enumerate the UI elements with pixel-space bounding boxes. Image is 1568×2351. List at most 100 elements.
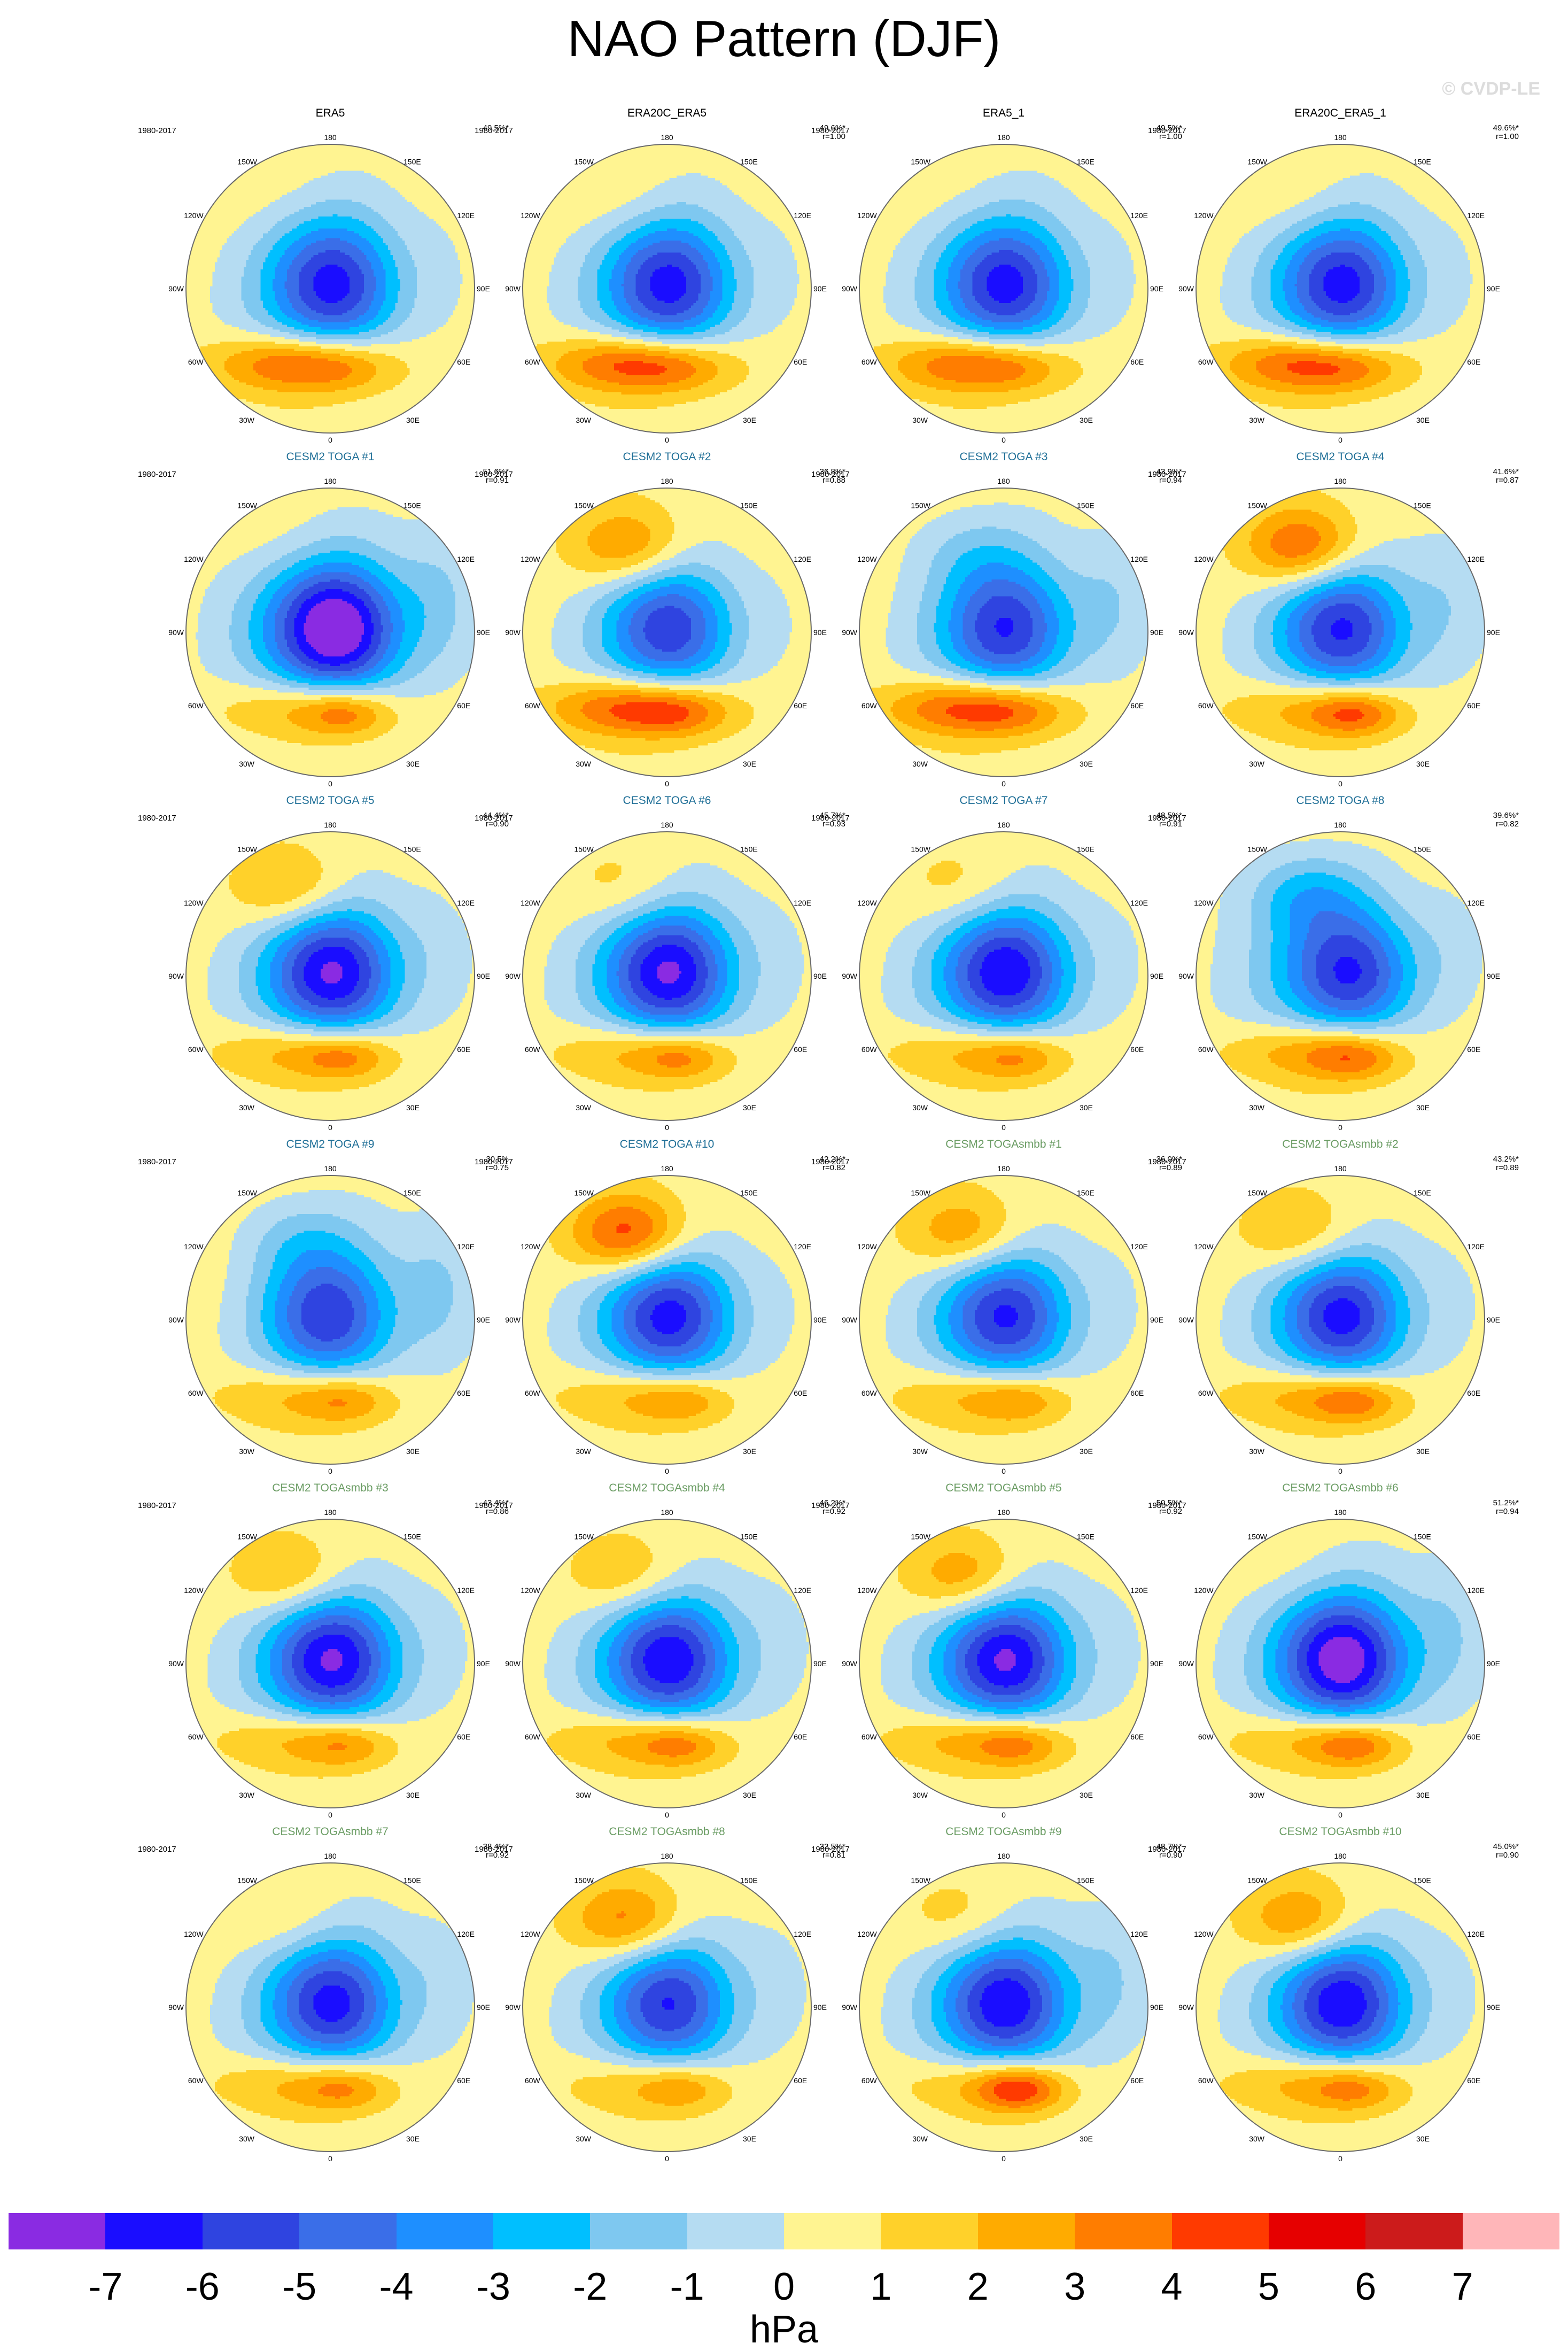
longitude-label: 120E <box>1467 899 1485 907</box>
colorbar-tick: 4 <box>1140 2265 1204 2308</box>
longitude-label: 120W <box>184 1930 204 1938</box>
longitude-label: 180 <box>324 1164 337 1173</box>
longitude-label: 90E <box>1487 2003 1500 2012</box>
colorbar-tick: 5 <box>1237 2265 1301 2308</box>
longitude-label: 150E <box>403 501 421 510</box>
slp-anomaly-field <box>859 144 1148 434</box>
longitude-label: 30W <box>1249 1447 1265 1456</box>
longitude-label: 30E <box>1080 1791 1093 1799</box>
longitude-label: 30W <box>239 416 255 424</box>
longitude-label: 120E <box>794 211 811 220</box>
longitude-label: 30E <box>1416 760 1430 768</box>
slp-anomaly-field <box>859 832 1148 1121</box>
longitude-label: 30W <box>912 760 928 768</box>
longitude-label: 0 <box>1338 1467 1342 1475</box>
colorbar-tick: -2 <box>558 2265 622 2308</box>
longitude-label: 150W <box>911 158 930 166</box>
longitude-label: 150E <box>1414 501 1431 510</box>
longitude-label: 60W <box>188 2076 204 2085</box>
colorbar-swatch <box>1172 2213 1269 2249</box>
longitude-label: 30W <box>576 2135 592 2143</box>
longitude-label: 90W <box>505 1659 521 1668</box>
longitude-label: 30W <box>239 2135 255 2143</box>
longitude-label: 30W <box>239 1447 255 1456</box>
longitude-label: 0 <box>1002 1811 1006 1819</box>
longitude-label: 60E <box>794 1733 807 1741</box>
longitude-label: 60E <box>794 701 807 710</box>
longitude-label: 60W <box>188 1389 204 1397</box>
longitude-label: 150E <box>403 1189 421 1197</box>
slp-anomaly-field <box>1196 1519 1485 1808</box>
longitude-label: 150W <box>574 1533 594 1541</box>
slp-anomaly-field <box>523 832 812 1121</box>
longitude-label: 0 <box>328 1467 332 1475</box>
slp-anomaly-field <box>186 1519 475 1808</box>
longitude-label: 30E <box>406 1103 420 1112</box>
longitude-label: 120W <box>1194 555 1214 563</box>
longitude-label: 60W <box>525 701 541 710</box>
longitude-label: 0 <box>665 2154 669 2163</box>
longitude-label: 60E <box>457 1045 470 1054</box>
colorbar-swatch <box>881 2213 977 2249</box>
longitude-label: 120E <box>457 555 475 563</box>
longitude-label: 60W <box>861 1045 878 1054</box>
longitude-label: 30E <box>1416 2135 1430 2143</box>
colorbar-unit-label: hPa <box>0 2308 1568 2351</box>
longitude-label: 150E <box>1077 501 1095 510</box>
longitude-label: 120E <box>1130 1242 1148 1251</box>
longitude-label: 60W <box>1198 2076 1214 2085</box>
longitude-label: 120W <box>521 1930 540 1938</box>
longitude-label: 0 <box>665 1467 669 1475</box>
longitude-label: 90W <box>168 284 184 293</box>
longitude-label: 150E <box>403 158 421 166</box>
longitude-label: 60E <box>1467 2076 1480 2085</box>
colorbar-swatch <box>203 2213 299 2249</box>
longitude-label: 180 <box>324 821 337 829</box>
longitude-label: 30E <box>406 1447 420 1456</box>
page-title: NAO Pattern (DJF) <box>0 10 1568 68</box>
longitude-label: 30W <box>576 1791 592 1799</box>
longitude-label: 180 <box>997 821 1010 829</box>
colorbar-swatch <box>1075 2213 1171 2249</box>
longitude-label: 30E <box>1080 1447 1093 1456</box>
colorbar-swatch <box>9 2213 105 2249</box>
longitude-label: 30E <box>1416 1103 1430 1112</box>
longitude-label: 30W <box>576 1447 592 1456</box>
longitude-label: 0 <box>1338 436 1342 444</box>
longitude-label: 150W <box>1247 158 1267 166</box>
longitude-label: 60W <box>525 2076 541 2085</box>
longitude-label: 120W <box>521 1586 540 1595</box>
longitude-label: 120W <box>521 555 540 563</box>
longitude-label: 90W <box>505 2003 521 2012</box>
longitude-label: 30E <box>1080 1103 1093 1112</box>
longitude-label: 30E <box>743 416 756 424</box>
longitude-label: 90W <box>842 972 858 980</box>
longitude-label: 60E <box>457 358 470 366</box>
longitude-label: 120W <box>857 211 877 220</box>
longitude-label: 60W <box>861 1389 878 1397</box>
colorbar-swatch <box>978 2213 1075 2249</box>
longitude-label: 90E <box>1487 1316 1500 1324</box>
longitude-label: 180 <box>1334 1852 1347 1860</box>
longitude-label: 0 <box>1338 1811 1342 1819</box>
longitude-label: 30E <box>1080 2135 1093 2143</box>
longitude-label: 120W <box>857 1242 877 1251</box>
longitude-label: 150W <box>911 1533 930 1541</box>
longitude-label: 30W <box>239 760 255 768</box>
longitude-label: 180 <box>661 1508 673 1517</box>
colorbar-swatch <box>105 2213 202 2249</box>
longitude-label: 150W <box>574 1189 594 1197</box>
